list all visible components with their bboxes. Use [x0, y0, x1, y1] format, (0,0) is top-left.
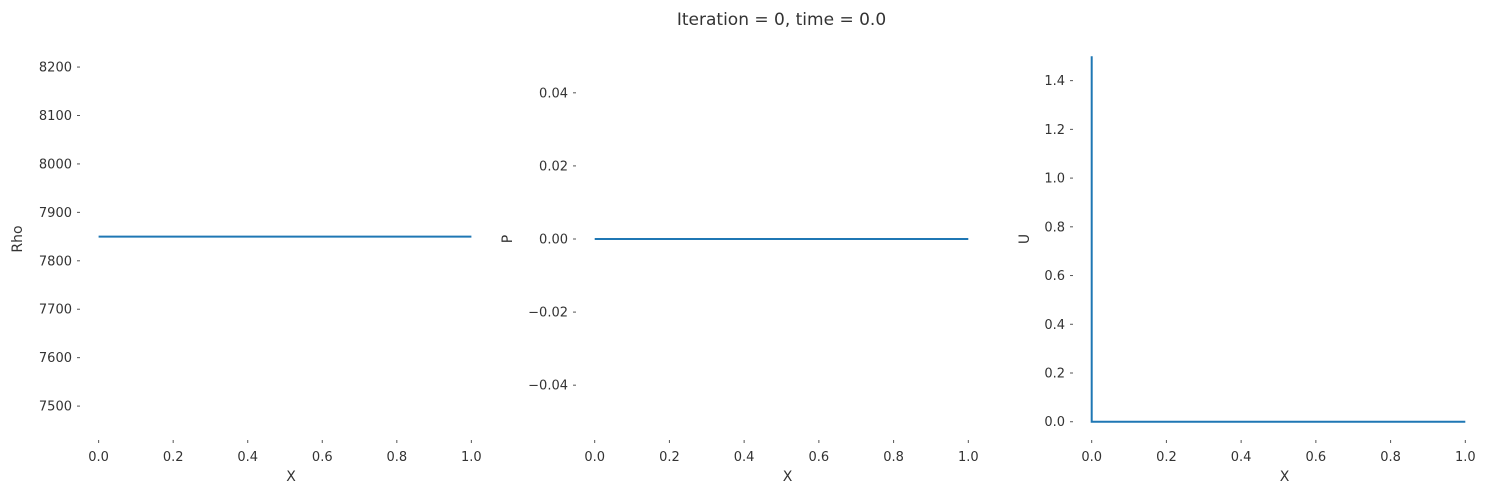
- y-tick-label: 7600: [39, 351, 72, 366]
- x-axis-label: X: [286, 469, 296, 485]
- y-tick-label: 7500: [39, 400, 72, 415]
- y-axis-label: P: [500, 235, 516, 243]
- y-tick-label: 1.0: [1044, 172, 1065, 187]
- x-tick-label: 0.2: [1156, 450, 1177, 465]
- x-tick-label: 0.6: [809, 450, 830, 465]
- y-tick-label: 0.6: [1044, 269, 1065, 284]
- x-tick-label: 0.0: [1081, 450, 1102, 465]
- y-tick-label: 1.4: [1044, 74, 1065, 89]
- y-tick-label: 0.02: [539, 159, 568, 174]
- y-tick-label: 8100: [39, 109, 72, 124]
- y-tick-label: 0.4: [1044, 318, 1065, 333]
- x-tick-label: 0.8: [883, 450, 904, 465]
- series-line: [1090, 56, 1466, 423]
- x-tick-label: 0.8: [386, 450, 407, 465]
- x-axis-label: X: [1280, 469, 1290, 485]
- x-tick-label: 1.0: [1455, 450, 1476, 465]
- x-tick-label: 0.2: [659, 450, 680, 465]
- y-tick-label: 0.2: [1044, 367, 1065, 382]
- u-subplot: 0.0 0.2 0.4 0.6 0.8 1.0 0.0 0.2 0.4 0.6 0.8 1.0 1.2 1…: [1017, 56, 1476, 485]
- y-tick-label: 0.0: [1044, 415, 1065, 430]
- y-axis-label: Rho: [10, 225, 26, 252]
- y-tick-label: 0.00: [539, 233, 568, 248]
- x-tick-label: 0.4: [734, 450, 755, 465]
- y-tick-label: 7900: [39, 206, 72, 221]
- y-axis-label: U: [1017, 234, 1033, 244]
- y-tick-label: 8200: [39, 61, 72, 76]
- p-subplot: 0.0 0.2 0.4 0.6 0.8 1.0 −0.04 −0.02 0.00 0.02 0.04…: [500, 86, 979, 485]
- x-tick-label: 0.8: [1380, 450, 1401, 465]
- figure-title: Iteration = 0, time = 0.0: [676, 10, 887, 30]
- x-tick-label: 0.6: [312, 450, 333, 465]
- x-axis-label: X: [783, 469, 793, 485]
- x-tick-label: 1.0: [958, 450, 979, 465]
- y-tick-label: 1.2: [1044, 123, 1065, 138]
- x-tick-label: 0.2: [163, 450, 184, 465]
- y-tick-label: 7700: [39, 303, 72, 318]
- y-tick-label: 7800: [39, 254, 72, 269]
- y-tick-label: −0.02: [528, 306, 568, 321]
- y-tick-label: 0.04: [539, 86, 568, 101]
- rho-subplot: 0.0 0.2 0.4 0.6 0.8 1.0 7500 7600 7700 7800 7900 80…: [10, 61, 482, 485]
- y-tick-label: 0.8: [1044, 220, 1065, 235]
- x-tick-label: 0.4: [1231, 450, 1252, 465]
- x-tick-label: 0.0: [88, 450, 109, 465]
- y-tick-label: 8000: [39, 157, 72, 172]
- x-tick-label: 1.0: [461, 450, 482, 465]
- x-tick-label: 0.6: [1306, 450, 1327, 465]
- y-tick-label: −0.04: [528, 379, 568, 394]
- x-tick-label: 0.4: [237, 450, 258, 465]
- x-tick-label: 0.0: [584, 450, 605, 465]
